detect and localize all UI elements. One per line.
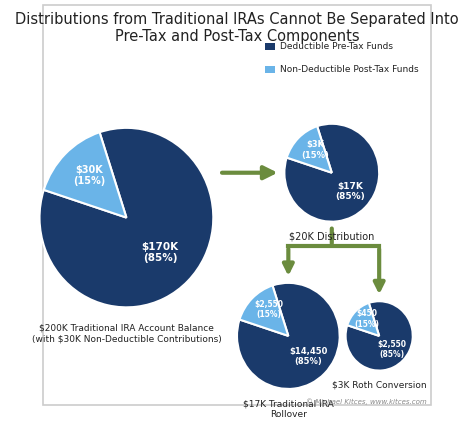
Wedge shape bbox=[237, 283, 340, 389]
Text: $30K
(15%): $30K (15%) bbox=[73, 165, 106, 186]
Text: $17K Traditional IRA
Rollover: $17K Traditional IRA Rollover bbox=[243, 399, 334, 419]
Text: $14,450
(85%): $14,450 (85%) bbox=[289, 347, 328, 366]
FancyBboxPatch shape bbox=[44, 5, 430, 405]
Text: $2,550
(15%): $2,550 (15%) bbox=[254, 300, 283, 319]
Wedge shape bbox=[39, 128, 213, 307]
Wedge shape bbox=[239, 285, 288, 336]
Wedge shape bbox=[44, 132, 127, 218]
Wedge shape bbox=[346, 301, 413, 371]
Text: $17K
(85%): $17K (85%) bbox=[335, 182, 365, 201]
Wedge shape bbox=[347, 303, 379, 336]
Text: $3K Roth Conversion: $3K Roth Conversion bbox=[332, 381, 427, 390]
Text: Deductible Pre-Tax Funds: Deductible Pre-Tax Funds bbox=[281, 42, 393, 51]
Text: $2,550
(85%): $2,550 (85%) bbox=[378, 340, 407, 359]
Bar bbox=[264, 66, 274, 73]
Wedge shape bbox=[287, 126, 332, 173]
Text: $450
(15%): $450 (15%) bbox=[355, 309, 379, 329]
Bar bbox=[264, 43, 274, 50]
Text: $3K
(15%): $3K (15%) bbox=[301, 140, 329, 160]
Text: © Michael Kitces, www.kitces.com: © Michael Kitces, www.kitces.com bbox=[306, 399, 427, 405]
Text: Non-Deductible Post-Tax Funds: Non-Deductible Post-Tax Funds bbox=[281, 65, 419, 74]
Text: $20K Distribution: $20K Distribution bbox=[289, 232, 374, 242]
Text: Distributions from Traditional IRAs Cannot Be Separated Into
Pre-Tax and Post-Ta: Distributions from Traditional IRAs Cann… bbox=[15, 11, 459, 44]
Wedge shape bbox=[284, 124, 379, 222]
Text: $200K Traditional IRA Account Balance
(with $30K Non-Deductible Contributions): $200K Traditional IRA Account Balance (w… bbox=[32, 324, 221, 343]
Text: $170K
(85%): $170K (85%) bbox=[142, 242, 179, 263]
